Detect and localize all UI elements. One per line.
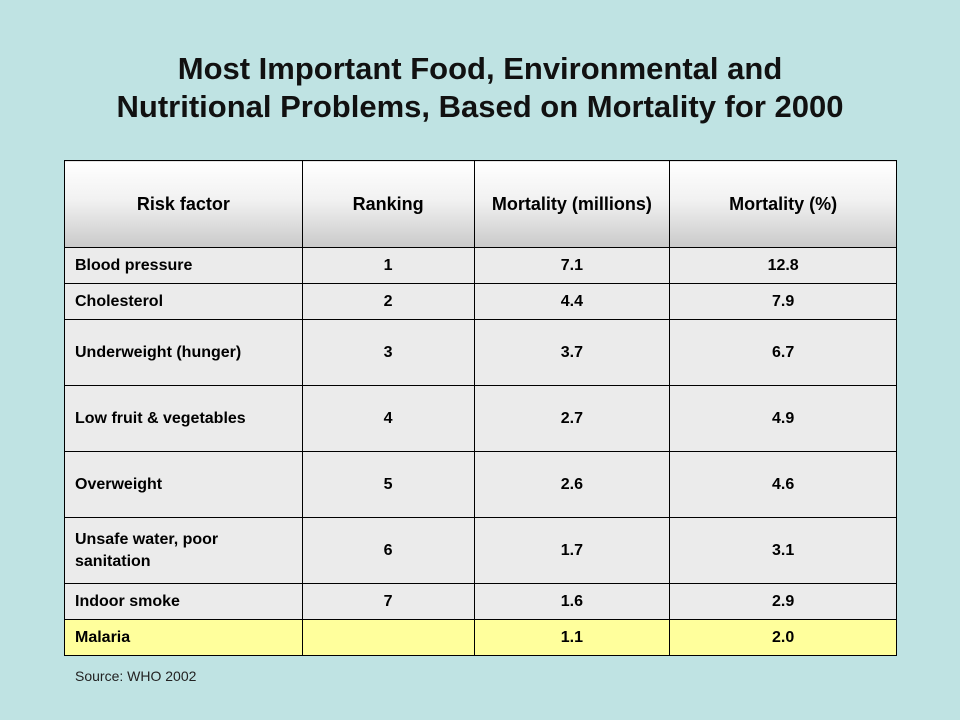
table-row: Blood pressure 1 7.1 12.8 [64, 247, 897, 284]
cell-ranking: 3 [301, 319, 475, 386]
cell-mortality-percent: 12.8 [669, 247, 897, 284]
cell-risk-factor: Low fruit & vegetables [64, 385, 303, 452]
table-row: Low fruit & vegetables 4 2.7 4.9 [64, 385, 897, 452]
cell-ranking: 4 [301, 385, 475, 452]
cell-risk-factor: Malaria [64, 619, 303, 656]
table-row: Underweight (hunger) 3 3.7 6.7 [64, 319, 897, 386]
table-row: Indoor smoke 7 1.6 2.9 [64, 583, 897, 620]
header-mortality-millions: Mortality (millions) [473, 160, 671, 248]
cell-risk-factor: Indoor smoke [64, 583, 303, 620]
table-header-row: Risk factor Ranking Mortality (millions)… [64, 160, 897, 248]
cell-risk-factor: Cholesterol [64, 283, 303, 320]
cell-ranking: 7 [301, 583, 475, 620]
cell-mortality-millions: 2.6 [473, 451, 671, 518]
cell-risk-factor: Overweight [64, 451, 303, 518]
cell-mortality-millions: 1.1 [473, 619, 671, 656]
slide-title: Most Important Food, Environmental and N… [0, 50, 960, 126]
risk-factor-table: Risk factor Ranking Mortality (millions)… [64, 160, 897, 656]
cell-mortality-percent: 2.9 [669, 583, 897, 620]
cell-mortality-millions: 3.7 [473, 319, 671, 386]
table-row: Cholesterol 2 4.4 7.9 [64, 283, 897, 320]
cell-risk-factor: Unsafe water, poor sanitation [64, 517, 303, 584]
table-row-highlighted: Malaria 1.1 2.0 [64, 619, 897, 656]
title-line-1: Most Important Food, Environmental and [177, 51, 783, 86]
cell-mortality-millions: 7.1 [473, 247, 671, 284]
cell-risk-factor: Blood pressure [64, 247, 303, 284]
cell-risk-factor: Underweight (hunger) [64, 319, 303, 386]
title-line-2: Nutritional Problems, Based on Mortality… [116, 89, 844, 124]
header-mortality-percent: Mortality (%) [669, 160, 897, 248]
cell-mortality-millions: 4.4 [473, 283, 671, 320]
cell-mortality-millions: 1.6 [473, 583, 671, 620]
cell-ranking: 6 [301, 517, 475, 584]
cell-mortality-percent: 2.0 [669, 619, 897, 656]
cell-ranking [301, 619, 475, 656]
table-row: Unsafe water, poor sanitation 6 1.7 3.1 [64, 517, 897, 584]
cell-mortality-percent: 3.1 [669, 517, 897, 584]
cell-mortality-percent: 4.9 [669, 385, 897, 452]
cell-mortality-millions: 1.7 [473, 517, 671, 584]
cell-ranking: 2 [301, 283, 475, 320]
cell-mortality-percent: 4.6 [669, 451, 897, 518]
cell-mortality-percent: 7.9 [669, 283, 897, 320]
cell-mortality-millions: 2.7 [473, 385, 671, 452]
header-risk-factor: Risk factor [64, 160, 303, 248]
cell-ranking: 5 [301, 451, 475, 518]
source-note: Source: WHO 2002 [75, 668, 197, 684]
cell-ranking: 1 [301, 247, 475, 284]
header-ranking: Ranking [301, 160, 475, 248]
table-row: Overweight 5 2.6 4.6 [64, 451, 897, 518]
cell-mortality-percent: 6.7 [669, 319, 897, 386]
